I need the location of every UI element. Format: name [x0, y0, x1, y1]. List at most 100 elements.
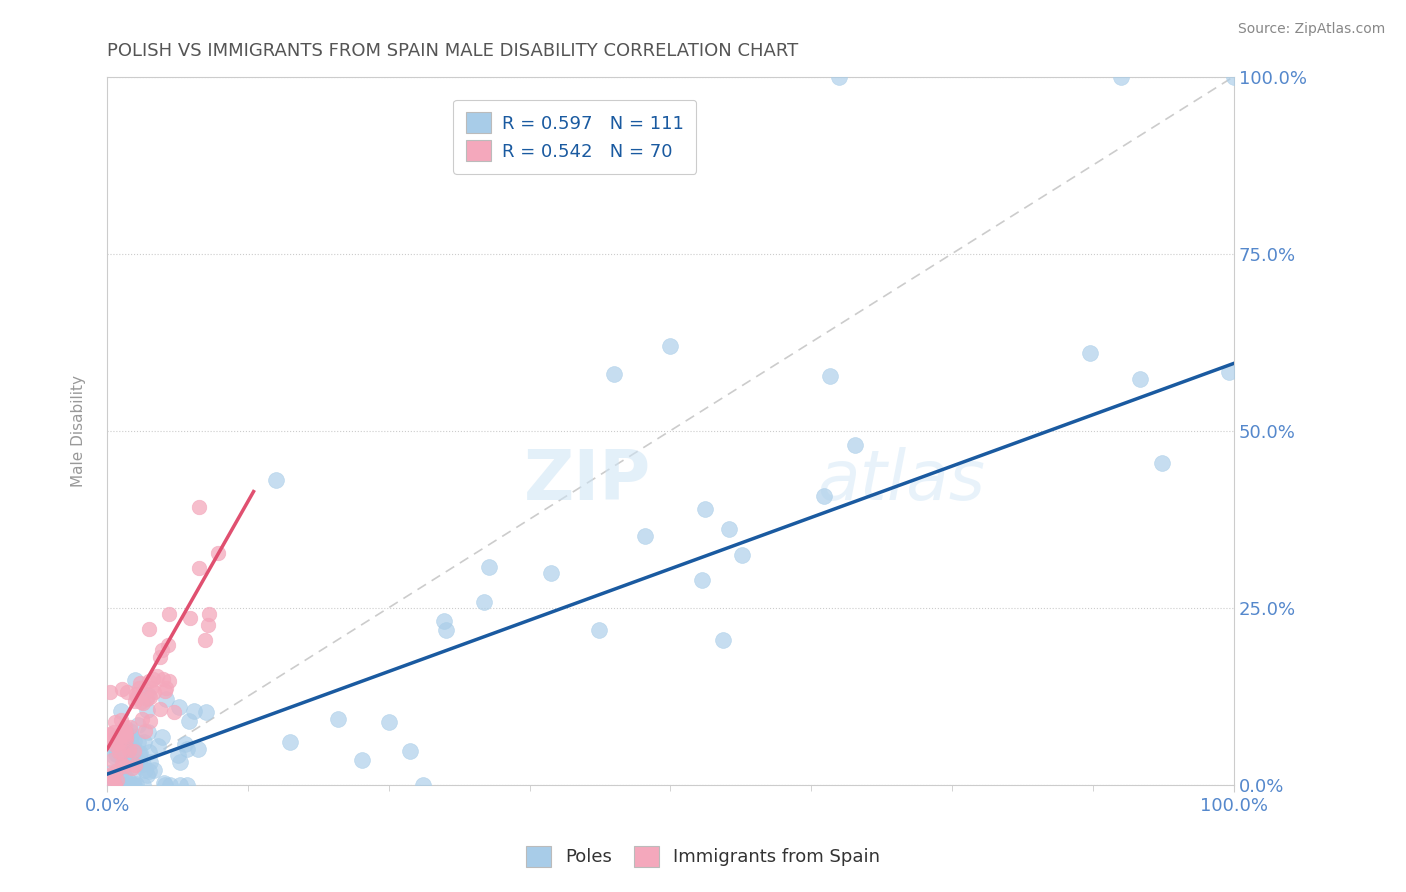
Point — [104, 778, 127, 792]
Point — [197, 618, 219, 632]
Point — [104, 764, 127, 778]
Point — [110, 713, 132, 727]
Point — [103, 749, 125, 764]
Point — [634, 529, 657, 543]
Point — [107, 745, 129, 759]
Point — [108, 778, 131, 792]
Point — [112, 778, 135, 792]
Point — [107, 778, 129, 792]
Point — [153, 775, 176, 789]
Point — [98, 728, 121, 742]
Point — [128, 676, 150, 690]
Point — [105, 778, 128, 792]
Point — [139, 690, 162, 704]
Point — [122, 734, 145, 748]
Point — [188, 500, 211, 515]
Point — [174, 737, 197, 751]
Point — [145, 669, 167, 683]
Point — [540, 566, 562, 580]
Point — [478, 559, 501, 574]
Point — [111, 682, 134, 697]
Point — [169, 755, 191, 769]
Point — [472, 595, 495, 609]
Point — [122, 744, 145, 758]
Point — [98, 778, 121, 792]
Point — [176, 742, 198, 756]
Point — [139, 714, 162, 729]
Point — [121, 761, 143, 775]
Point — [399, 744, 422, 758]
Text: ZIP: ZIP — [524, 447, 651, 514]
Point — [101, 770, 124, 784]
Point — [132, 696, 155, 710]
Point — [125, 687, 148, 701]
Point — [157, 674, 180, 689]
Point — [153, 778, 176, 792]
Point — [108, 778, 131, 792]
Point — [139, 755, 162, 769]
Point — [125, 777, 148, 791]
Point — [138, 724, 160, 739]
Point — [1080, 345, 1102, 359]
Point — [194, 705, 217, 719]
Point — [157, 638, 180, 652]
Point — [128, 681, 150, 695]
Point — [118, 743, 141, 757]
Point — [1129, 372, 1152, 386]
Y-axis label: Male Disability: Male Disability — [72, 375, 86, 487]
Point — [731, 548, 754, 562]
Point — [108, 735, 131, 749]
Point — [179, 611, 201, 625]
Point — [138, 623, 160, 637]
Point — [603, 367, 626, 381]
Point — [167, 700, 190, 714]
Point — [114, 747, 136, 761]
Point — [167, 747, 190, 762]
Text: Source: ZipAtlas.com: Source: ZipAtlas.com — [1237, 22, 1385, 37]
Point — [134, 764, 156, 778]
Point — [143, 763, 166, 777]
Point — [111, 756, 134, 771]
Point — [97, 773, 120, 788]
Point — [115, 685, 138, 699]
Point — [378, 714, 401, 729]
Point — [110, 734, 132, 748]
Point — [1152, 456, 1174, 470]
Point — [1223, 70, 1246, 84]
Point — [104, 715, 127, 730]
Point — [112, 768, 135, 782]
Point — [100, 767, 122, 781]
Point — [104, 736, 127, 750]
Point — [434, 623, 457, 637]
Point — [115, 778, 138, 792]
Point — [138, 674, 160, 689]
Point — [114, 725, 136, 739]
Point — [114, 721, 136, 735]
Point — [131, 712, 153, 726]
Point — [108, 768, 131, 782]
Point — [153, 684, 176, 698]
Point — [98, 778, 121, 792]
Point — [132, 757, 155, 772]
Point — [135, 691, 157, 706]
Point — [100, 778, 122, 792]
Point — [103, 778, 125, 792]
Point — [122, 778, 145, 792]
Point — [112, 756, 135, 771]
Point — [108, 778, 131, 792]
Point — [132, 735, 155, 749]
Point — [820, 368, 842, 383]
Point — [352, 754, 374, 768]
Point — [328, 713, 350, 727]
Point — [183, 704, 205, 718]
Point — [844, 438, 866, 452]
Point — [122, 778, 145, 792]
Point — [149, 649, 172, 664]
Point — [159, 778, 181, 792]
Point — [1109, 70, 1132, 84]
Point — [98, 769, 121, 783]
Point — [131, 778, 153, 792]
Point — [118, 732, 141, 747]
Point — [150, 730, 173, 744]
Point — [163, 705, 186, 719]
